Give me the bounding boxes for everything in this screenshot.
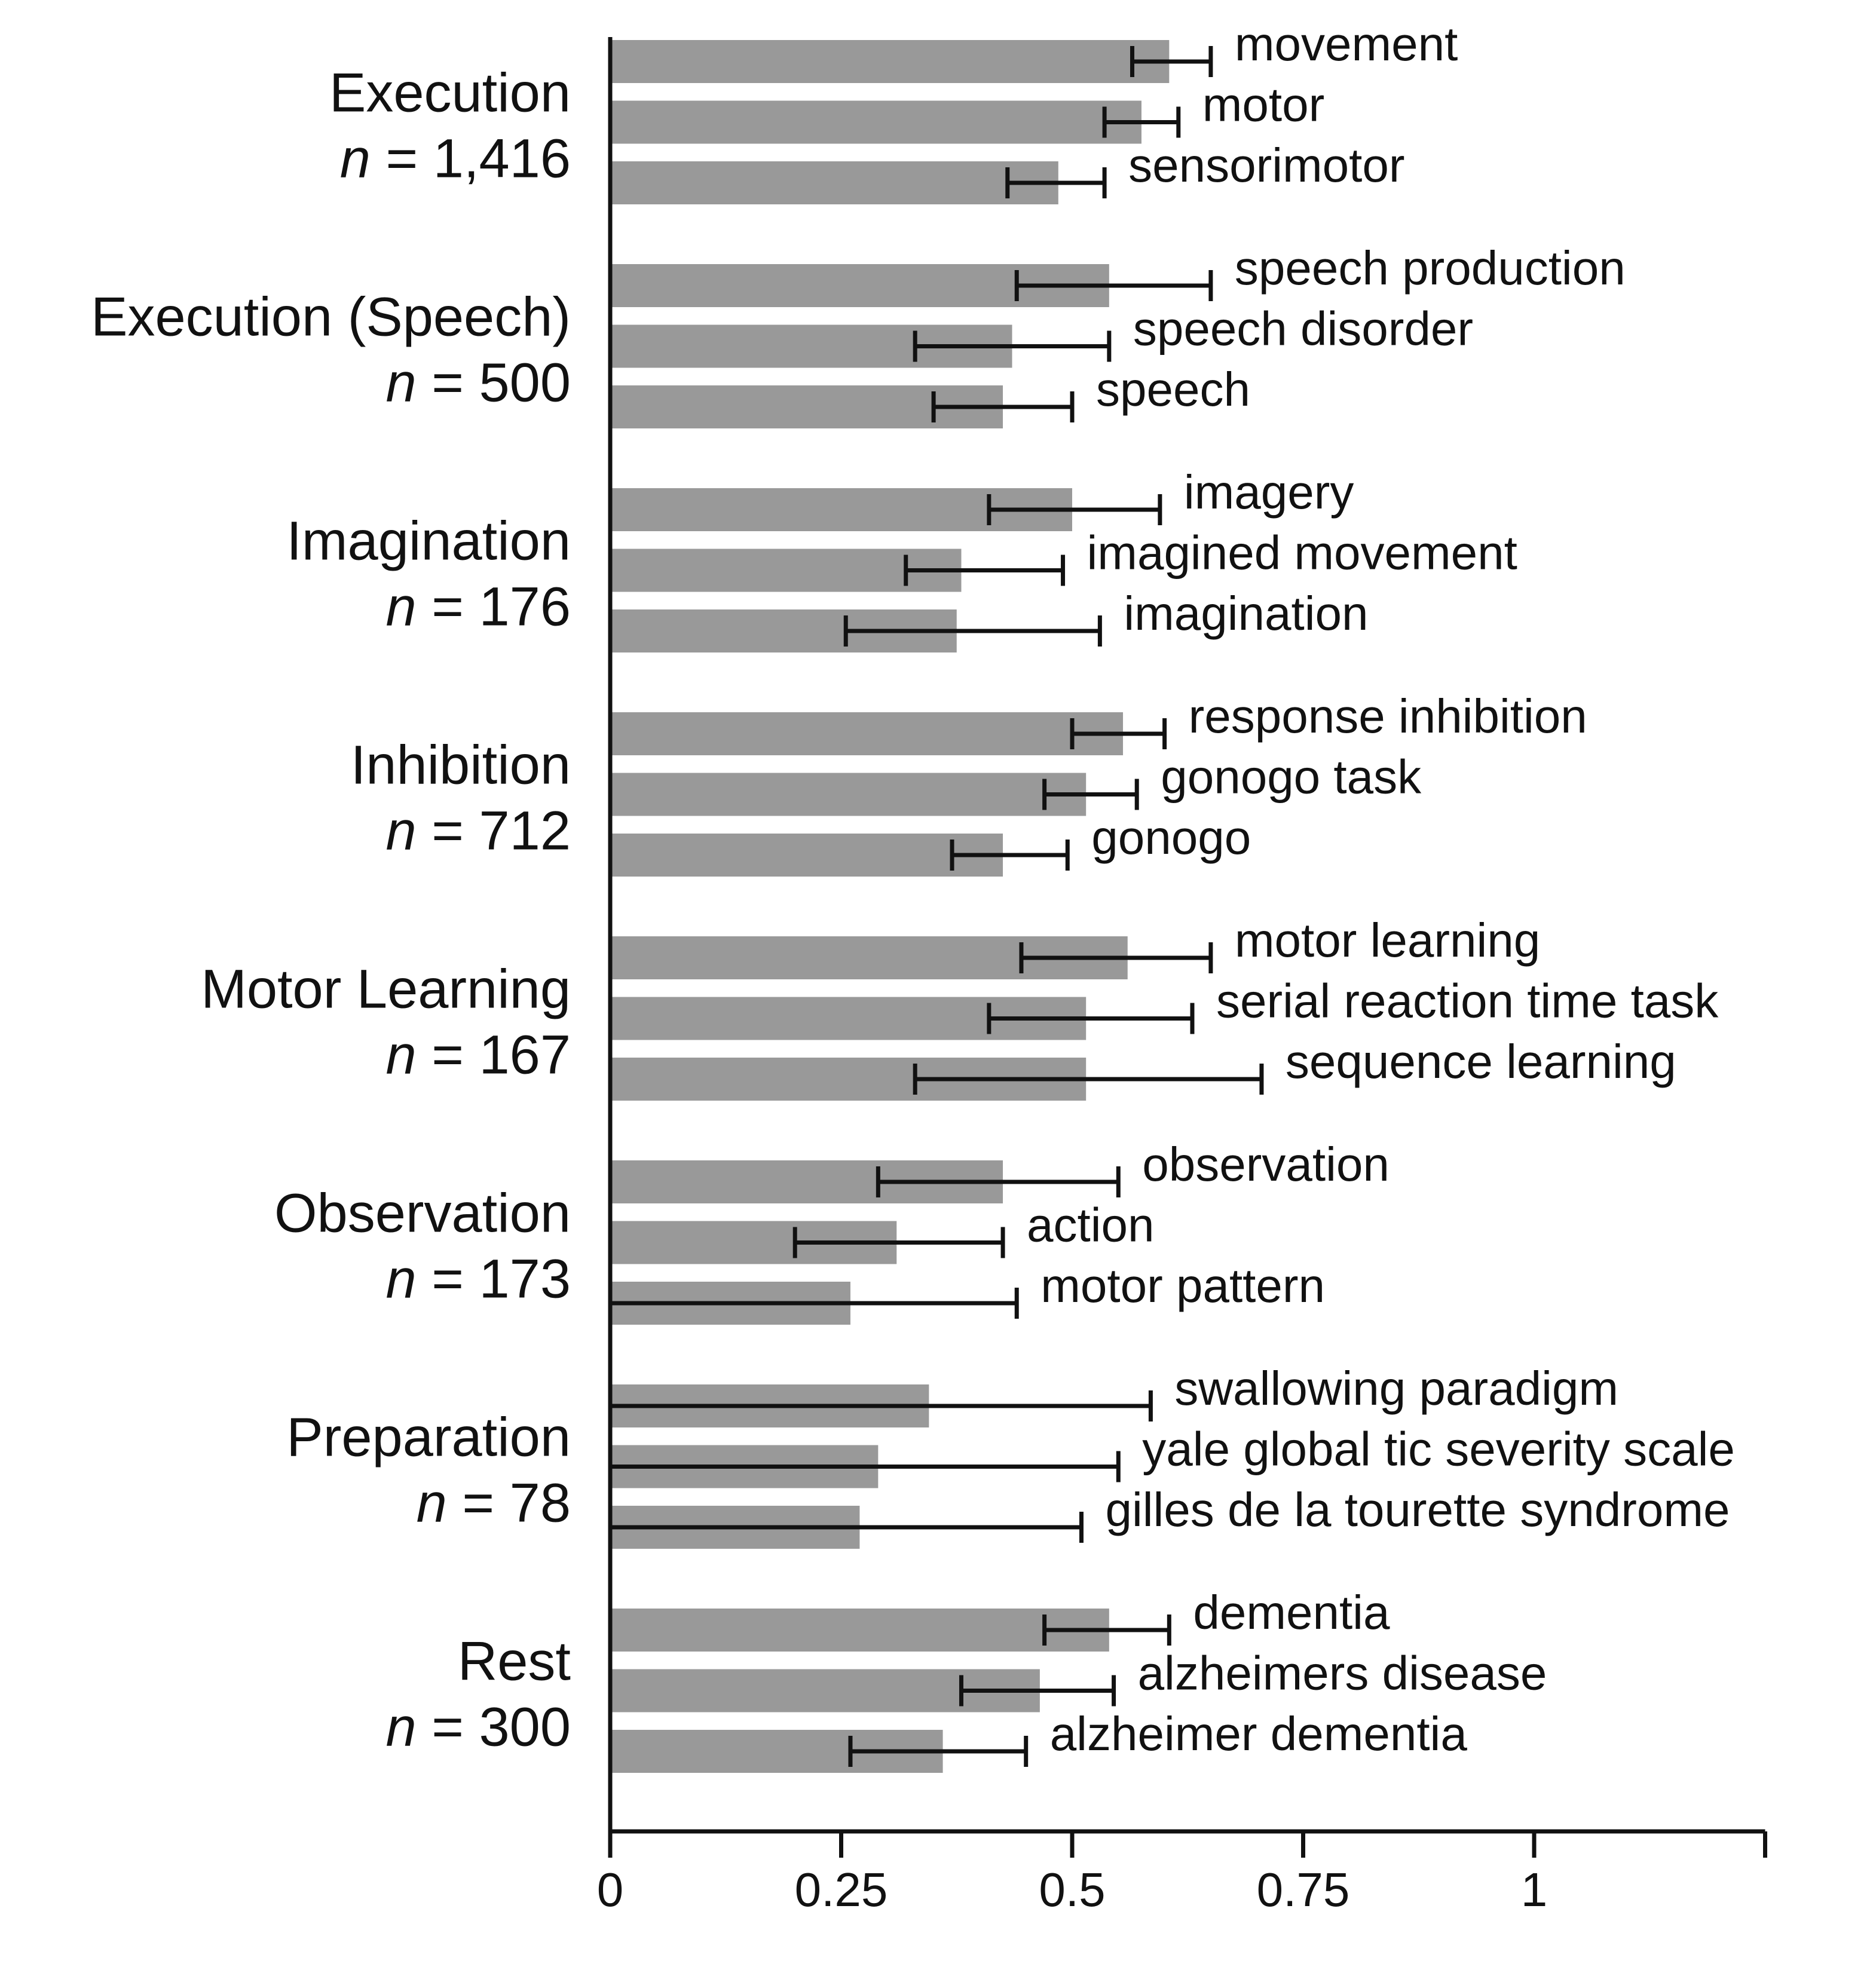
bar-term-label: sensorimotor <box>1128 139 1404 192</box>
bar <box>610 40 1170 83</box>
x-tick-label: 1 <box>1521 1863 1548 1916</box>
group-name-label: Imagination <box>286 511 571 572</box>
error-bars-layer <box>610 46 1264 1767</box>
bar-term-label: motor learning <box>1235 914 1540 967</box>
bar-term-label: imagined movement <box>1087 526 1517 580</box>
bar-term-label: swallowing paradigm <box>1174 1362 1618 1415</box>
n-symbol: n <box>385 1025 416 1086</box>
group-n-label: n = 176 <box>385 577 571 638</box>
axes-layer: 0 0.25 0.5 0.75 1 <box>597 37 1767 1916</box>
group-n-label: n = 167 <box>385 1025 571 1086</box>
group-n-label: n = 78 <box>417 1473 571 1534</box>
n-symbol: n <box>385 577 416 638</box>
bar-term-label: speech disorder <box>1133 302 1473 356</box>
bar-term-label: motor pattern <box>1040 1259 1325 1312</box>
n-symbol: n <box>385 801 416 862</box>
group-name-label: Inhibition <box>351 735 571 796</box>
x-tick-label: 0.75 <box>1257 1863 1350 1916</box>
n-value: = 300 <box>417 1697 571 1758</box>
bar-term-label: gonogo <box>1091 811 1251 864</box>
bar-term-label: sequence learning <box>1286 1035 1676 1088</box>
group-name-label: Execution <box>329 63 571 124</box>
group-n-label: n = 300 <box>385 1697 571 1758</box>
bar <box>610 161 1058 204</box>
bar-term-label: alzheimers disease <box>1138 1647 1547 1700</box>
bar-term-label: speech <box>1096 363 1250 416</box>
n-symbol: n <box>417 1473 447 1534</box>
group-n-label: n = 173 <box>385 1249 571 1310</box>
bar-term-label: speech production <box>1235 241 1626 295</box>
group-name-label: Observation <box>274 1183 571 1244</box>
n-symbol: n <box>385 1249 416 1310</box>
x-tick-label: 0.5 <box>1039 1863 1105 1916</box>
bar-term-label: dementia <box>1193 1586 1390 1639</box>
n-symbol: n <box>340 128 371 189</box>
n-value: = 78 <box>447 1473 571 1534</box>
bar-term-label: gonogo task <box>1161 750 1422 804</box>
group-name-label: Rest <box>458 1631 571 1692</box>
bar-term-label: alzheimer dementia <box>1050 1707 1468 1760</box>
x-tick-label: 0 <box>597 1863 624 1916</box>
bar <box>610 100 1141 144</box>
n-value: = 1,416 <box>371 128 571 189</box>
bar <box>610 712 1124 755</box>
x-tick-label: 0.25 <box>795 1863 888 1916</box>
bar <box>610 1609 1109 1652</box>
bars-layer <box>610 40 1170 1773</box>
group-n-label: n = 1,416 <box>340 128 571 189</box>
group-name-label: Execution (Speech) <box>91 287 571 348</box>
bar-term-label: motor <box>1202 78 1325 131</box>
bar-term-label: movement <box>1235 17 1458 71</box>
bar-term-label: serial reaction time task <box>1216 975 1719 1028</box>
bar-term-label: yale global tic severity scale <box>1142 1423 1735 1476</box>
n-value: = 173 <box>417 1249 571 1310</box>
bar-term-label: imagery <box>1184 465 1354 519</box>
bar-term-label: gilles de la tourette syndrome <box>1105 1483 1730 1536</box>
n-value: = 167 <box>417 1025 571 1086</box>
n-symbol: n <box>385 1697 416 1758</box>
bar <box>610 549 962 592</box>
group-name-label: Preparation <box>286 1407 571 1468</box>
n-value: = 176 <box>417 577 571 638</box>
bar <box>610 834 1003 877</box>
group-name-label: Motor Learning <box>201 959 571 1020</box>
group-n-label: n = 500 <box>385 353 571 413</box>
bar <box>610 773 1087 816</box>
n-symbol: n <box>385 353 416 413</box>
bar-term-label: action <box>1027 1199 1154 1252</box>
bar-term-label: observation <box>1142 1138 1390 1191</box>
bar-term-label: response inhibition <box>1189 690 1587 743</box>
group-n-label: n = 712 <box>385 801 571 862</box>
bar-term-label: imagination <box>1124 587 1368 640</box>
n-value: = 712 <box>417 801 571 862</box>
n-value: = 500 <box>417 353 571 413</box>
